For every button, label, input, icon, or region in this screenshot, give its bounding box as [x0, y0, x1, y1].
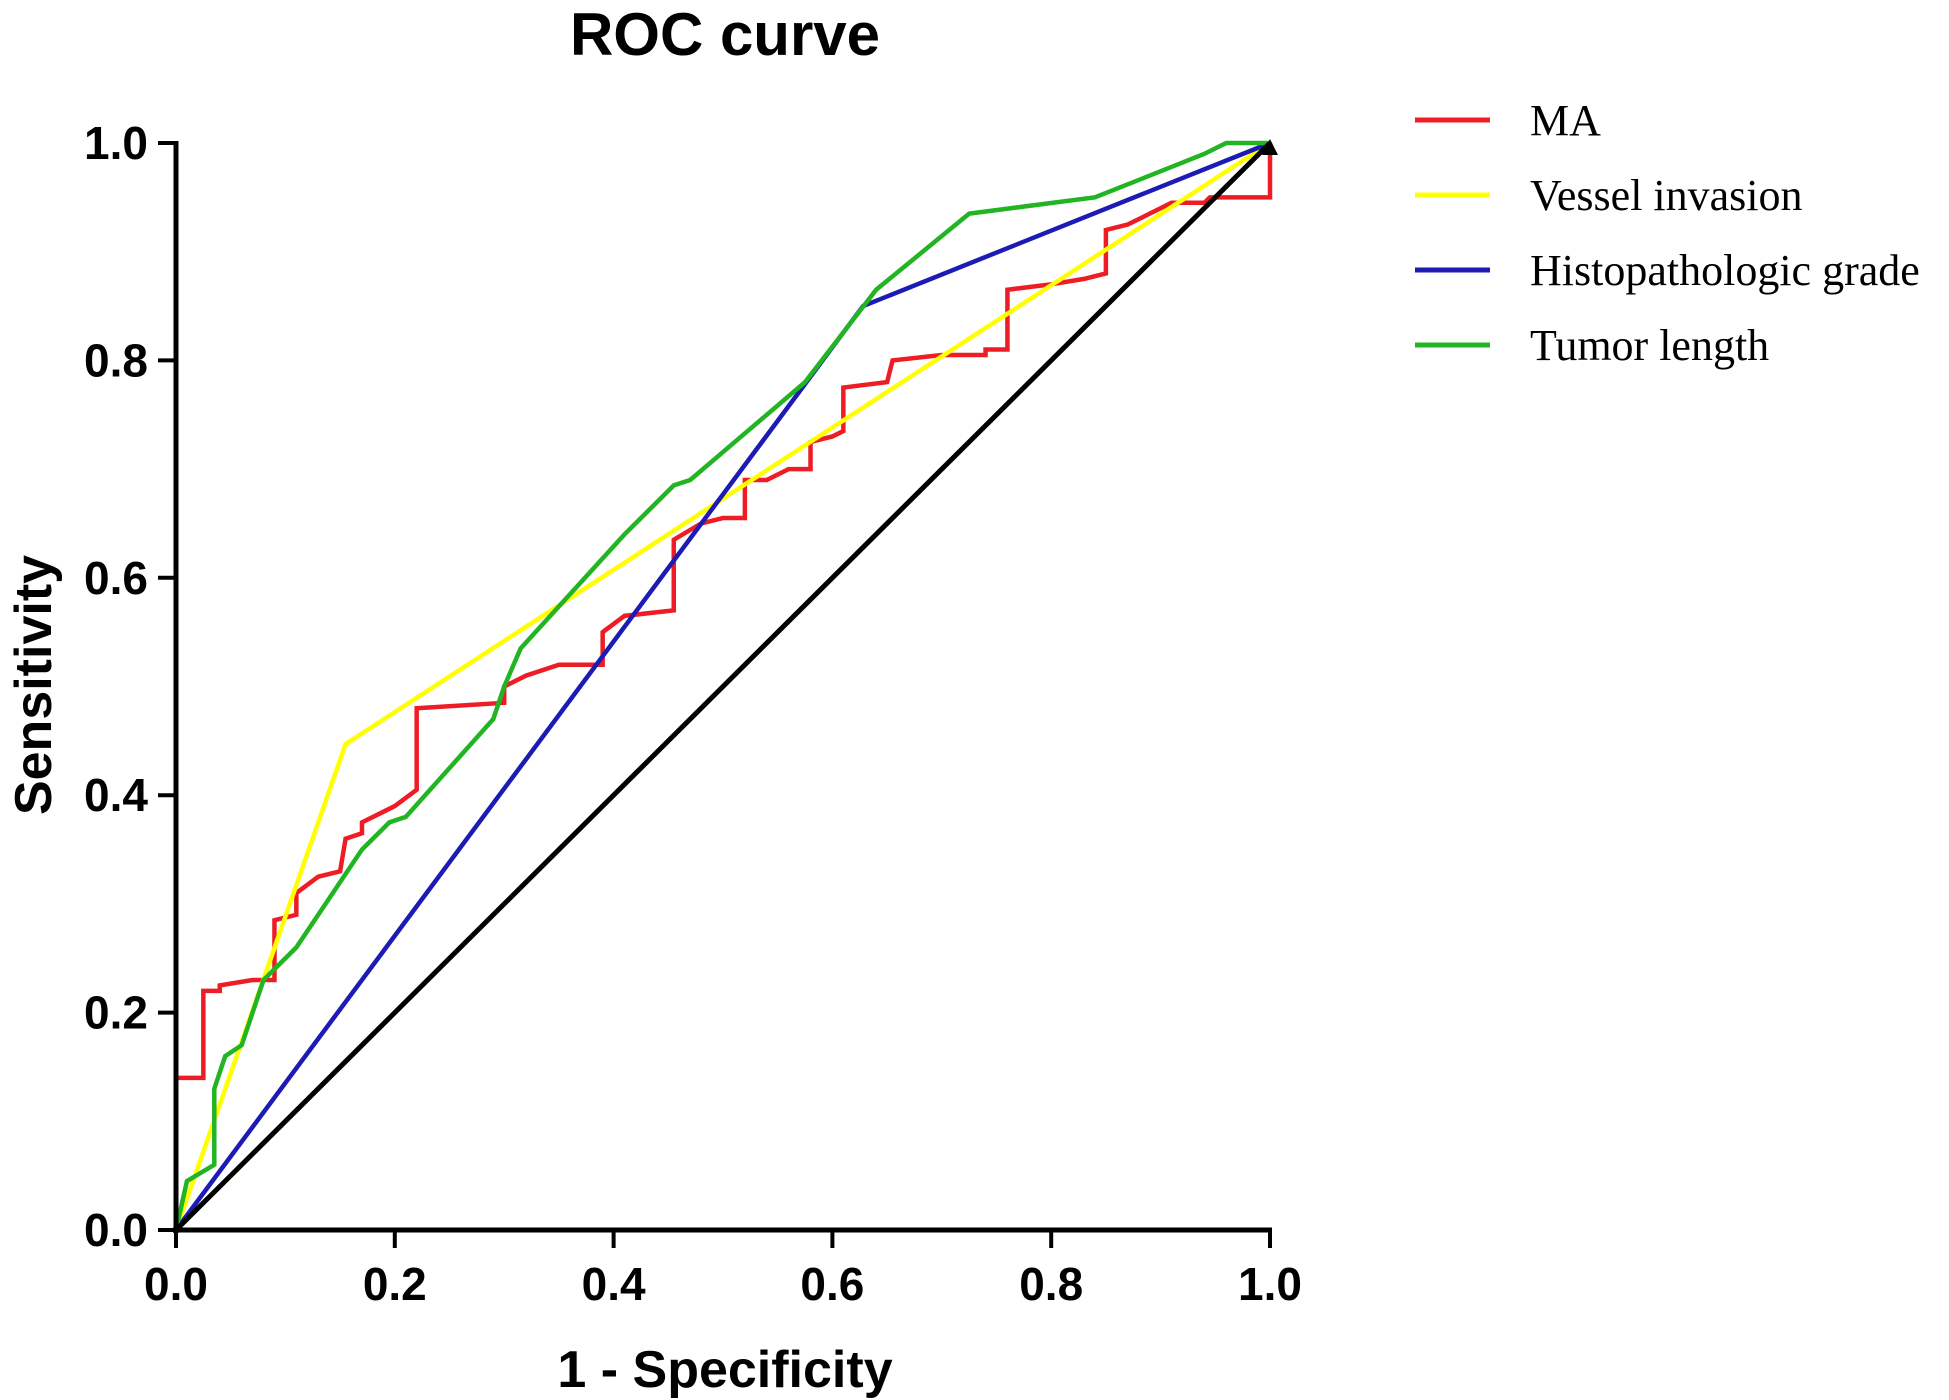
x-axis-label: 1 - Specificity	[557, 1341, 892, 1399]
reference-end-marker	[1262, 139, 1278, 155]
legend: MA Vessel invasion Histopathologic grade Tu…	[1415, 96, 1920, 370]
ticks-layer: 0.0 0.2 0.4 0.6 0.8 1.0 0.0 0.2 0.4 0.6 0.8 1.0	[84, 117, 1302, 1310]
series-line-ma	[173, 143, 1273, 1230]
x-tick-label: 0.6	[800, 1258, 864, 1310]
y-tick-label: 0.2	[84, 987, 148, 1039]
legend-label: Vessel invasion	[1530, 171, 1803, 220]
y-axis-label: Sensitivity	[5, 555, 63, 815]
chart-title: ROC curve	[570, 1, 880, 68]
y-tick-label: 1.0	[84, 117, 148, 169]
legend-label: MA	[1530, 96, 1601, 145]
legend-item: Histopathologic grade	[1415, 246, 1920, 295]
y-tick-label: 0.6	[84, 552, 148, 604]
x-tick-label: 0.8	[1019, 1258, 1083, 1310]
axes-layer	[173, 141, 1272, 1233]
series-layer	[173, 139, 1278, 1232]
x-tick-label: 1.0	[1238, 1258, 1302, 1310]
legend-label: Histopathologic grade	[1530, 246, 1920, 295]
x-tick-label: 0.0	[144, 1258, 208, 1310]
legend-item: MA	[1415, 96, 1601, 145]
x-tick-label: 0.4	[582, 1258, 646, 1310]
y-tick-label: 0.4	[84, 769, 148, 821]
y-tick-label: 0.0	[84, 1204, 148, 1256]
legend-item: Tumor length	[1415, 321, 1769, 370]
series-line-reference-line	[174, 141, 1272, 1232]
legend-item: Vessel invasion	[1415, 171, 1803, 220]
y-tick-label: 0.8	[84, 334, 148, 386]
x-tick-label: 0.2	[363, 1258, 427, 1310]
legend-label: Tumor length	[1530, 321, 1769, 370]
series-line-vessel-invasion	[173, 141, 1272, 1231]
series-line-tumor-length	[173, 140, 1270, 1231]
